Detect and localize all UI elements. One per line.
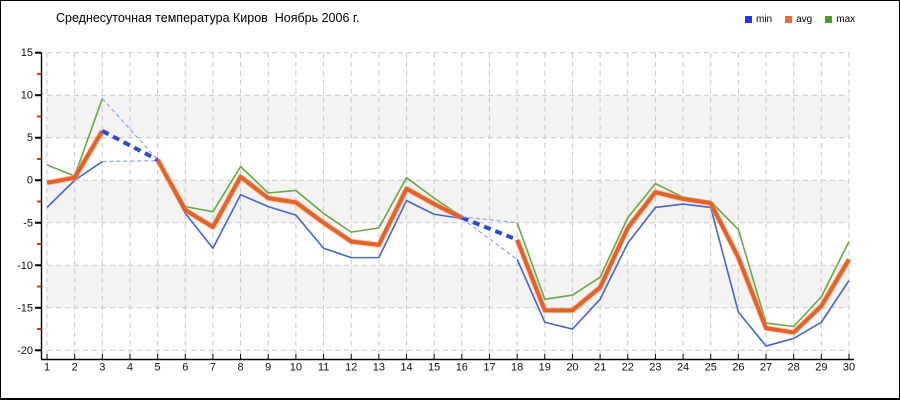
x-tick-label: 17 bbox=[483, 362, 495, 374]
chart-title: Среднесуточная температура Киров Ноябрь … bbox=[56, 11, 360, 25]
x-tick-label: 6 bbox=[182, 362, 188, 374]
legend-item-max: max bbox=[825, 14, 855, 25]
y-tick-label: 15 bbox=[21, 47, 33, 59]
x-tick-label: 29 bbox=[815, 362, 827, 374]
max-swatch-icon bbox=[825, 16, 833, 23]
x-tick-label: 2 bbox=[72, 362, 78, 374]
legend-item-min: min bbox=[745, 14, 772, 25]
y-tick-label: -5 bbox=[23, 217, 33, 229]
avg-series-line bbox=[46, 129, 105, 185]
min-gap-dashed-line bbox=[102, 160, 158, 163]
x-tick-label: 15 bbox=[428, 362, 440, 374]
x-tick-label: 16 bbox=[456, 362, 468, 374]
max-gap-dashed-line bbox=[461, 216, 518, 224]
x-tick-label: 30 bbox=[843, 362, 855, 374]
x-tick-label: 4 bbox=[127, 362, 133, 374]
avg-gap-dashed-line bbox=[461, 215, 518, 242]
y-tick-label: 10 bbox=[21, 90, 33, 102]
x-tick-label: 9 bbox=[265, 362, 271, 374]
legend-item-avg: avg bbox=[785, 14, 812, 25]
band bbox=[47, 265, 849, 308]
y-tick-label: 0 bbox=[27, 175, 33, 187]
x-tick-label: 26 bbox=[732, 362, 744, 374]
x-tick-label: 19 bbox=[539, 362, 551, 374]
x-tick-label: 21 bbox=[594, 362, 606, 374]
legend-label-max: max bbox=[836, 14, 856, 25]
x-tick-label: 22 bbox=[622, 362, 634, 374]
avg-gap-dashed-line bbox=[101, 129, 159, 162]
x-tick-label: 3 bbox=[99, 362, 105, 374]
x-tick-label: 25 bbox=[705, 362, 717, 374]
x-tick-label: 14 bbox=[400, 362, 412, 374]
min-series-line bbox=[156, 160, 462, 259]
x-tick-label: 10 bbox=[290, 362, 302, 374]
y-tick-label: -20 bbox=[17, 345, 33, 357]
y-tick-label: -15 bbox=[17, 302, 33, 314]
y-tick-label: 5 bbox=[27, 132, 33, 144]
x-tick-label: 24 bbox=[677, 362, 689, 374]
avg-series-line bbox=[515, 190, 851, 335]
x-tick-label: 5 bbox=[155, 362, 161, 374]
chart-legend: min avg max bbox=[745, 14, 855, 25]
x-tick-label: 23 bbox=[649, 362, 661, 374]
x-tick-label: 27 bbox=[760, 362, 772, 374]
avg-swatch-icon bbox=[785, 16, 793, 23]
legend-label-min: min bbox=[756, 14, 773, 25]
legend-label-avg: avg bbox=[796, 14, 813, 25]
max-series-line bbox=[156, 159, 463, 233]
min-series-line bbox=[516, 203, 850, 347]
x-tick-label: 7 bbox=[210, 362, 216, 374]
x-tick-label: 28 bbox=[788, 362, 800, 374]
x-tick-label: 12 bbox=[345, 362, 357, 374]
min-gap-dashed-line bbox=[461, 218, 518, 260]
min-swatch-icon bbox=[745, 16, 752, 23]
x-tick-label: 11 bbox=[318, 362, 329, 374]
x-tick-label: 20 bbox=[566, 362, 578, 374]
x-tick-label: 1 bbox=[44, 362, 50, 374]
band bbox=[47, 95, 849, 138]
x-tick-label: 18 bbox=[511, 362, 523, 374]
x-tick-label: 13 bbox=[373, 362, 385, 374]
y-tick-label: -10 bbox=[17, 260, 33, 272]
avg-series-line bbox=[155, 158, 463, 247]
x-tick-label: 8 bbox=[238, 362, 244, 374]
